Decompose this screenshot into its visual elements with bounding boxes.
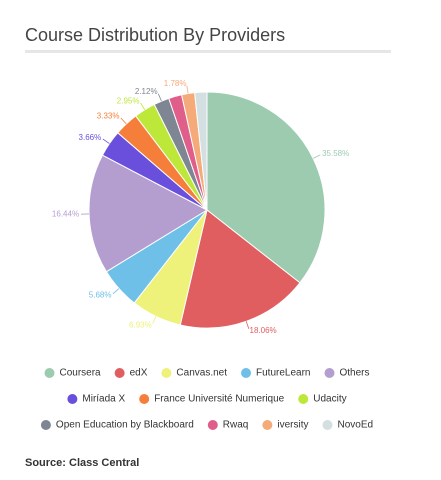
chart-title: Course Distribution By Providers [25,25,285,45]
title-underline [25,50,391,53]
legend-swatch [322,420,333,430]
legend-label: Canvas.net [176,368,227,379]
legend-item: FutureLearn [241,368,311,379]
data-label: 35.58% [322,149,349,158]
data-label: 3.66% [79,133,102,142]
legend-item: NovoEd [322,420,374,431]
legend-swatch [324,368,335,378]
legend-label: Miríada X [82,394,125,405]
legend-item: Others [324,368,370,379]
label-leader [157,93,162,102]
legend-swatch [139,394,150,404]
legend-swatch [40,420,51,430]
legend-label: Coursera [59,368,101,379]
data-label: 1.78% [164,79,187,88]
data-label: 18.06% [250,326,277,335]
legend-item: France Université Numerique [139,394,285,405]
label-leader [102,138,110,144]
label-leader [152,316,157,324]
legend-swatch [44,368,55,378]
legend-swatch [241,368,252,378]
label-leader [312,154,321,159]
legend-item: Canvas.net [161,368,227,379]
legend-item: Miríada X [67,394,126,405]
data-label: 3.33% [97,112,120,121]
legend-label: NovoEd [338,420,374,431]
legend-item: edX [114,368,148,379]
legend-swatch [114,368,125,378]
legend-swatch [207,420,218,430]
legend-item: Coursera [44,368,101,379]
pie-slice [179,209,301,329]
legend-label: Others [340,368,370,379]
legend-label: Rwaq [223,420,249,431]
data-label: 6.93% [129,321,152,330]
legend-label: Open Education by Blackboard [56,420,194,431]
label-leader [245,321,250,329]
legend-label: France Université Numerique [154,394,284,405]
legend-swatch [67,394,78,404]
data-label: 16.44% [52,209,79,218]
label-leader [186,85,189,94]
legend-item: Udacity [298,394,347,405]
source: Source: Class Central [25,457,139,469]
legend-item: iversity [262,420,309,431]
legend-label: iversity [277,420,308,431]
legend-label: Udacity [313,394,346,405]
legend-label: FutureLearn [256,368,310,379]
pie-slice [194,91,208,211]
data-label: 2.95% [117,96,140,105]
legend-swatch [161,368,172,378]
legend-item: Rwaq [207,420,249,431]
legend-label: edX [130,368,148,379]
data-label: 5.68% [89,290,112,299]
legend-swatch [298,394,309,404]
data-label: 2.12% [135,87,158,96]
label-leader [120,117,127,125]
label-leader [140,102,146,110]
legend-swatch [262,420,273,430]
legend-item: Open Education by Blackboard [40,420,194,431]
label-leader [112,288,120,295]
